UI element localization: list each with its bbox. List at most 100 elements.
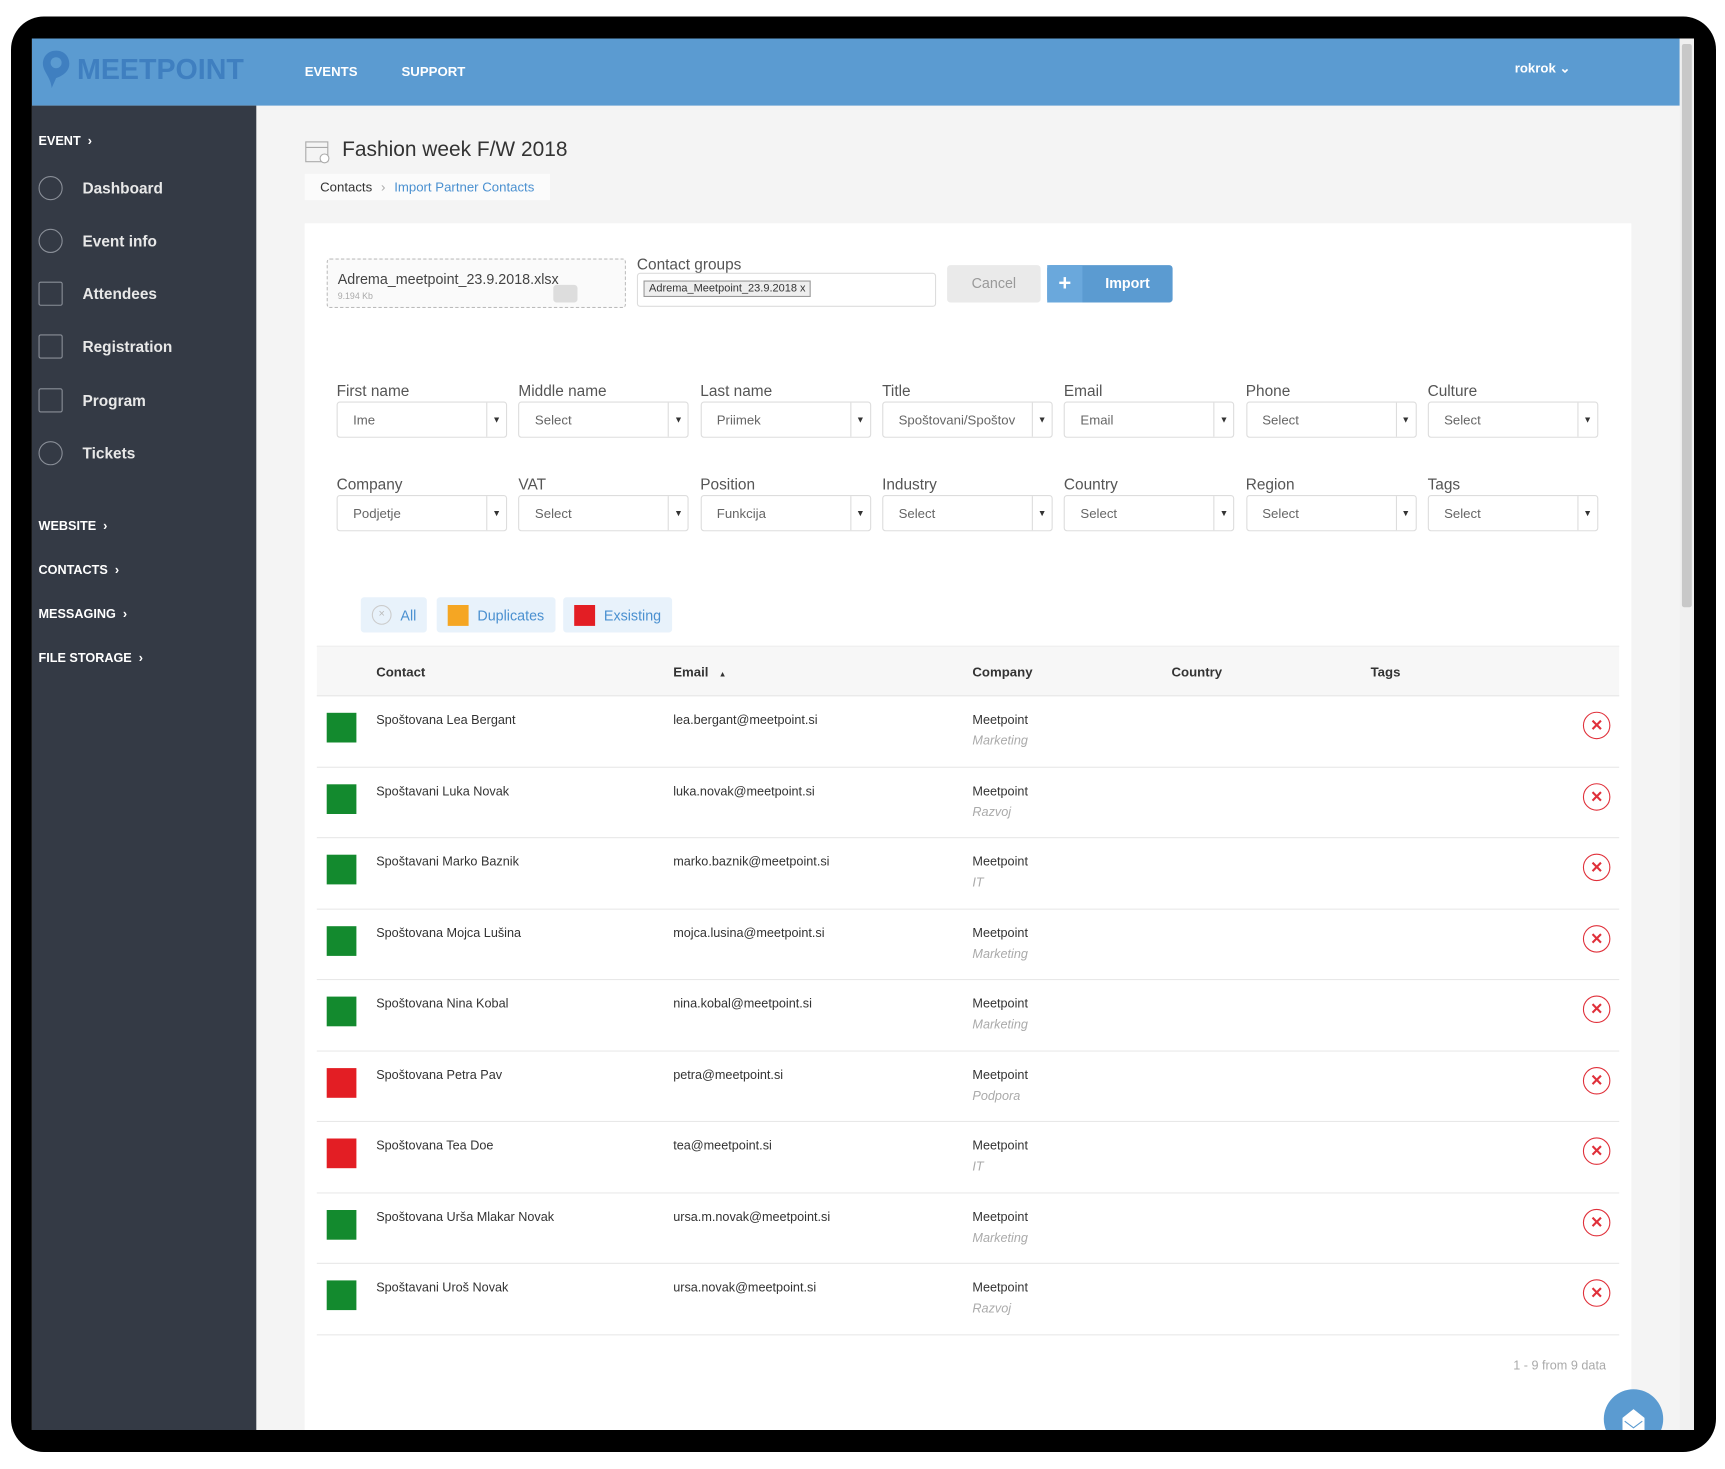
filter-all[interactable]: × All <box>360 597 428 633</box>
table-row: Spoštovana Urša Mlakar Novak ursa.m.nova… <box>316 1193 1620 1264</box>
contact-name: Spoštavani Uroš Novak <box>376 1281 509 1295</box>
info-icon <box>38 228 63 253</box>
remove-row-button[interactable]: ✕ <box>1582 1137 1611 1165</box>
sidebar-item-attendees[interactable]: Attendees <box>38 281 157 306</box>
status-marker <box>326 1067 357 1098</box>
remove-row-button[interactable]: ✕ <box>1582 924 1611 953</box>
contact-email: petra@meetpoint.si <box>673 1068 784 1082</box>
attendees-icon <box>38 281 63 306</box>
user-menu[interactable]: rokrok ⌄ <box>1515 61 1571 76</box>
table-row: Spoštavani Marko Baznik marko.baznik@mee… <box>316 838 1620 910</box>
filter-duplicates[interactable]: Duplicates <box>436 597 556 633</box>
mapping-select-phone[interactable]: Select ▼ <box>1245 401 1417 438</box>
mapping-select-company[interactable]: Podjetje ▼ <box>336 495 508 532</box>
chevron-down-icon: ⌄ <box>1559 60 1571 76</box>
file-remove-button[interactable] <box>553 284 578 303</box>
contact-position: Razvoj <box>972 1302 1012 1316</box>
mapping-select-vat[interactable]: Select ▼ <box>518 495 689 532</box>
mapping-select-industry[interactable]: Select ▼ <box>882 495 1053 532</box>
remove-row-button[interactable]: ✕ <box>1582 711 1611 740</box>
calendar-icon <box>305 141 330 164</box>
sidebar-item-event-info[interactable]: Event info <box>38 228 157 253</box>
contact-name: Spoštovana Urša Mlakar Novak <box>376 1210 555 1224</box>
app-window: MEETPOINT EVENTS SUPPORT rokrok ⌄ EVENT … <box>31 38 1694 1430</box>
remove-row-button[interactable]: ✕ <box>1582 995 1611 1023</box>
col-email[interactable]: Email ▲ <box>673 664 727 680</box>
import-button[interactable]: + Import <box>1047 265 1173 303</box>
contact-company: Meetpoint <box>972 926 1028 940</box>
col-country[interactable]: Country <box>1171 664 1223 680</box>
nav-support[interactable]: SUPPORT <box>401 63 466 80</box>
status-marker <box>326 783 357 814</box>
sidebar: EVENT › Dashboard Event info Attendees Regi… <box>31 105 257 1430</box>
sidebar-item-tickets[interactable]: Tickets <box>38 441 135 466</box>
remove-row-button[interactable]: ✕ <box>1582 782 1611 811</box>
field-label: Last name <box>700 381 773 400</box>
mapping-select-tags[interactable]: Select ▼ <box>1427 495 1599 532</box>
remove-row-button[interactable]: ✕ <box>1582 1208 1611 1236</box>
logo-text: MEETPOINT <box>77 52 244 86</box>
mapping-select-last-name[interactable]: Priimek ▼ <box>700 401 871 438</box>
field-label: Region <box>1245 475 1295 493</box>
existing-swatch <box>574 604 596 626</box>
nav-events[interactable]: EVENTS <box>304 63 358 80</box>
contact-email: luka.novak@meetpoint.si <box>673 784 815 799</box>
contact-email: ursa.m.novak@meetpoint.si <box>673 1210 831 1224</box>
sidebar-section-website[interactable]: WEBSITE › <box>38 520 108 534</box>
sidebar-section-contacts[interactable]: CONTACTS › <box>38 564 120 578</box>
chat-button[interactable] <box>1603 1389 1664 1430</box>
col-tags[interactable]: Tags <box>1370 664 1401 680</box>
sidebar-section-file-storage[interactable]: FILE STORAGE › <box>38 652 144 666</box>
mapping-select-email[interactable]: Email ▼ <box>1063 401 1235 438</box>
contact-name: Spoštovana Mojca Lušina <box>376 926 522 940</box>
mapping-select-first-name[interactable]: Ime ▼ <box>336 401 508 438</box>
page-title: Fashion week F/W 2018 <box>305 138 567 164</box>
contact-name: Spoštavani Luka Novak <box>376 784 510 799</box>
mail-icon <box>1622 1409 1645 1430</box>
contact-name: Spoštovana Lea Bergant <box>376 713 516 728</box>
import-card: Adrema_meetpoint_23.9.2018.xlsx 9.194 Kb… <box>304 223 1632 1430</box>
dropdown-arrow-icon: ▼ <box>486 496 506 531</box>
contact-groups-input[interactable]: Adrema_Meetpoint_23.9.2018 x <box>636 272 937 307</box>
cancel-button[interactable]: Cancel <box>947 265 1041 303</box>
remove-row-button[interactable]: ✕ <box>1582 1279 1611 1307</box>
filter-existing[interactable]: Exsisting <box>563 597 673 633</box>
contact-position: Marketing <box>972 1231 1028 1245</box>
sidebar-item-dashboard[interactable]: Dashboard <box>38 176 163 201</box>
sidebar-item-program[interactable]: Program <box>38 388 146 413</box>
mapping-select-region[interactable]: Select ▼ <box>1245 495 1417 532</box>
sidebar-section-event[interactable]: EVENT › <box>38 135 92 149</box>
sidebar-item-registration[interactable]: Registration <box>38 334 172 359</box>
scrollbar-thumb[interactable] <box>1681 44 1692 608</box>
table-row: Spoštovana Lea Bergant lea.bergant@meetp… <box>316 696 1620 768</box>
dropdown-arrow-icon: ▼ <box>1395 496 1415 531</box>
sidebar-section-messaging[interactable]: MESSAGING › <box>38 608 128 622</box>
ticket-icon <box>38 441 63 466</box>
dropdown-arrow-icon: ▼ <box>1213 402 1234 437</box>
col-contact[interactable]: Contact <box>376 664 426 680</box>
breadcrumb-contacts[interactable]: Contacts <box>320 179 373 195</box>
mapping-select-position[interactable]: Funkcija ▼ <box>700 495 871 532</box>
mapping-select-country[interactable]: Select ▼ <box>1063 495 1235 532</box>
dropdown-arrow-icon: ▼ <box>1031 496 1052 531</box>
logo[interactable]: MEETPOINT <box>42 50 244 90</box>
plus-icon: + <box>1047 265 1083 303</box>
col-company[interactable]: Company <box>972 664 1033 680</box>
mapping-select-culture[interactable]: Select ▼ <box>1427 401 1599 438</box>
mapping-select-title[interactable]: Spoštovani/Spoštov ▼ <box>882 401 1053 438</box>
pin-logo-icon <box>42 50 70 88</box>
field-label: Company <box>336 475 403 493</box>
group-tag[interactable]: Adrema_Meetpoint_23.9.2018 x <box>643 280 812 297</box>
mapping-select-middle-name[interactable]: Select ▼ <box>518 401 689 438</box>
contact-position: Razvoj <box>972 805 1012 819</box>
dropdown-arrow-icon: ▼ <box>668 402 688 437</box>
status-marker <box>326 925 357 956</box>
remove-row-button[interactable]: ✕ <box>1582 1066 1611 1094</box>
remove-row-button[interactable]: ✕ <box>1582 853 1611 882</box>
username: rokrok <box>1514 60 1556 76</box>
file-dropzone[interactable]: Adrema_meetpoint_23.9.2018.xlsx 9.194 Kb <box>326 258 626 308</box>
status-marker <box>326 1280 357 1311</box>
status-marker <box>326 996 357 1027</box>
contact-position: Marketing <box>972 734 1028 748</box>
contact-email: lea.bergant@meetpoint.si <box>673 713 818 728</box>
